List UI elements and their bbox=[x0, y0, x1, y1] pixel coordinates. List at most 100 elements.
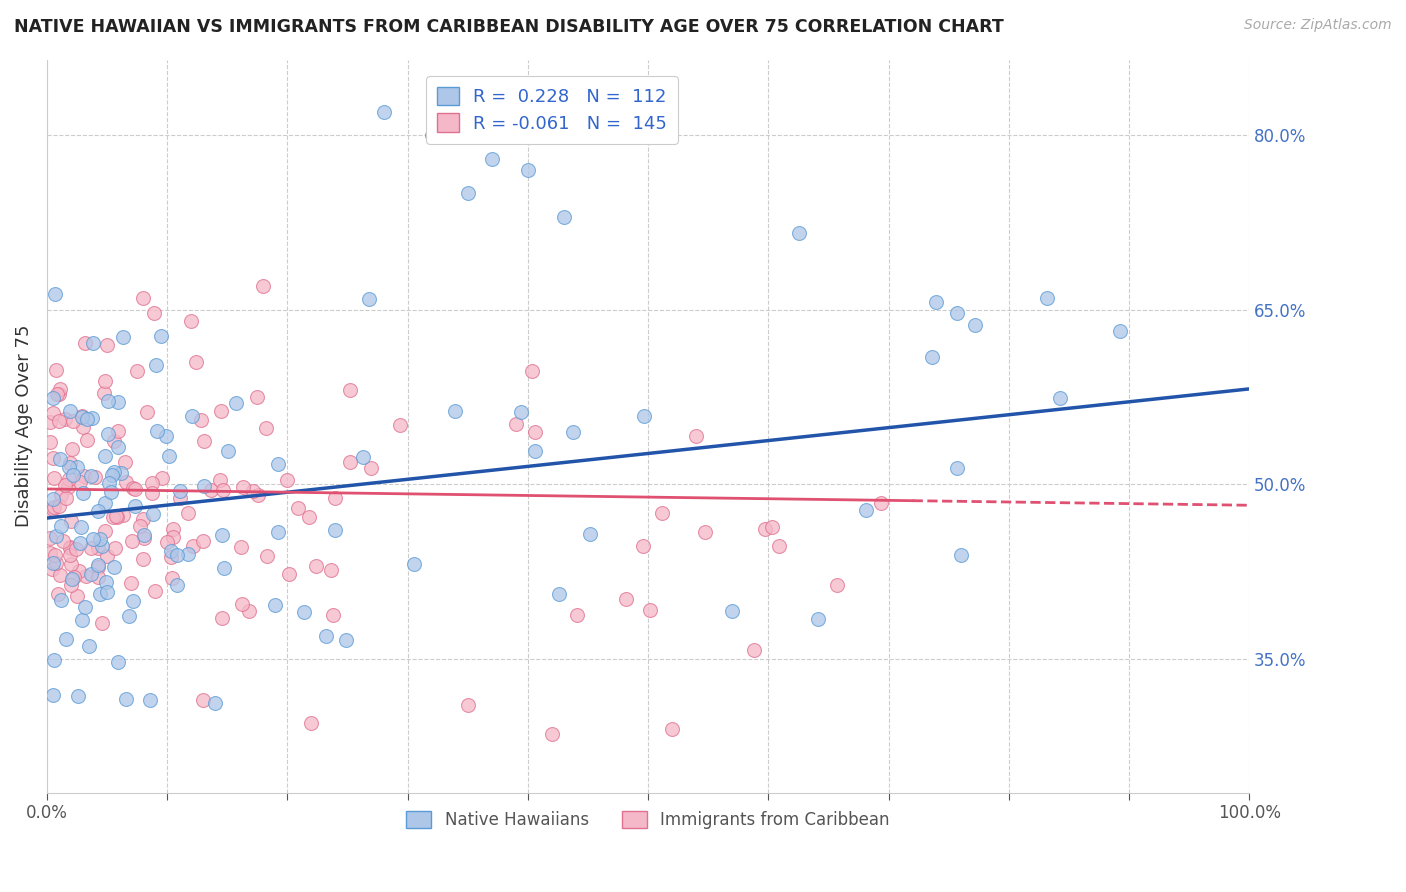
Point bbox=[45, 529, 67, 543]
Point bbox=[193, 479, 215, 493]
Point bbox=[49, 452, 72, 467]
Point bbox=[94, 574, 117, 589]
Point bbox=[66, 589, 89, 603]
Point bbox=[339, 455, 361, 469]
Point bbox=[193, 434, 215, 449]
Point bbox=[59, 577, 82, 591]
Point bbox=[56, 480, 79, 494]
Point bbox=[67, 564, 90, 578]
Point bbox=[103, 509, 125, 524]
Point bbox=[39, 415, 62, 429]
Point bbox=[141, 476, 163, 491]
Point bbox=[125, 364, 148, 378]
Point bbox=[124, 482, 146, 496]
Point bbox=[638, 603, 661, 617]
Point bbox=[120, 576, 142, 591]
Point bbox=[63, 570, 86, 584]
Point bbox=[94, 496, 117, 510]
Point bbox=[277, 567, 299, 582]
Point bbox=[115, 475, 138, 489]
Point bbox=[505, 417, 527, 432]
Point bbox=[143, 306, 166, 320]
Point bbox=[443, 404, 465, 418]
Point bbox=[323, 491, 346, 506]
Point bbox=[42, 406, 65, 420]
Point bbox=[121, 534, 143, 549]
Point bbox=[59, 548, 82, 562]
Point bbox=[41, 501, 63, 516]
Point bbox=[520, 364, 543, 378]
Point bbox=[42, 471, 65, 485]
Point bbox=[101, 468, 124, 483]
Point bbox=[80, 567, 103, 582]
Point bbox=[509, 405, 531, 419]
Point bbox=[98, 476, 121, 491]
Point bbox=[157, 449, 180, 463]
Point bbox=[181, 540, 204, 554]
Point bbox=[53, 412, 76, 426]
Point bbox=[69, 475, 91, 489]
Point bbox=[107, 441, 129, 455]
Point bbox=[59, 541, 82, 556]
Point bbox=[869, 496, 891, 510]
Point bbox=[69, 536, 91, 550]
Point bbox=[232, 479, 254, 493]
Point bbox=[39, 434, 62, 449]
Point bbox=[60, 442, 83, 456]
Point bbox=[159, 544, 181, 558]
Point bbox=[107, 425, 129, 439]
Point bbox=[94, 449, 117, 463]
Point bbox=[389, 417, 412, 432]
Point bbox=[217, 444, 239, 458]
Point bbox=[945, 460, 967, 475]
Point bbox=[82, 532, 104, 546]
Point bbox=[39, 531, 62, 545]
Point bbox=[97, 394, 120, 409]
Point bbox=[42, 556, 65, 570]
Point bbox=[129, 519, 152, 533]
Point bbox=[177, 506, 200, 520]
Point bbox=[96, 585, 118, 599]
Point bbox=[141, 486, 163, 500]
Point bbox=[169, 491, 191, 505]
Point bbox=[104, 509, 127, 524]
Point bbox=[965, 318, 987, 333]
Point bbox=[315, 629, 337, 643]
Point bbox=[104, 541, 127, 556]
Point bbox=[42, 391, 65, 405]
Point bbox=[661, 722, 683, 736]
Point bbox=[46, 587, 69, 601]
Point bbox=[547, 587, 569, 601]
Point bbox=[373, 105, 395, 120]
Point bbox=[42, 450, 65, 465]
Point bbox=[231, 597, 253, 611]
Point bbox=[42, 492, 65, 507]
Point bbox=[55, 491, 77, 505]
Point bbox=[105, 510, 128, 524]
Point bbox=[825, 578, 848, 592]
Point bbox=[693, 525, 716, 540]
Point bbox=[49, 567, 72, 582]
Point bbox=[132, 511, 155, 525]
Point bbox=[1049, 391, 1071, 405]
Point bbox=[62, 467, 84, 482]
Point bbox=[39, 546, 62, 560]
Point bbox=[58, 460, 80, 475]
Point bbox=[72, 410, 94, 425]
Point bbox=[209, 473, 232, 487]
Point bbox=[52, 534, 75, 549]
Point bbox=[360, 461, 382, 475]
Point bbox=[59, 558, 82, 572]
Point bbox=[579, 526, 602, 541]
Point bbox=[112, 508, 135, 522]
Point bbox=[75, 569, 97, 583]
Point bbox=[59, 540, 82, 554]
Point bbox=[77, 639, 100, 653]
Point bbox=[45, 556, 67, 570]
Point bbox=[115, 691, 138, 706]
Point bbox=[114, 455, 136, 469]
Point bbox=[146, 424, 169, 438]
Point bbox=[96, 549, 118, 563]
Point bbox=[152, 471, 174, 485]
Point bbox=[49, 488, 72, 502]
